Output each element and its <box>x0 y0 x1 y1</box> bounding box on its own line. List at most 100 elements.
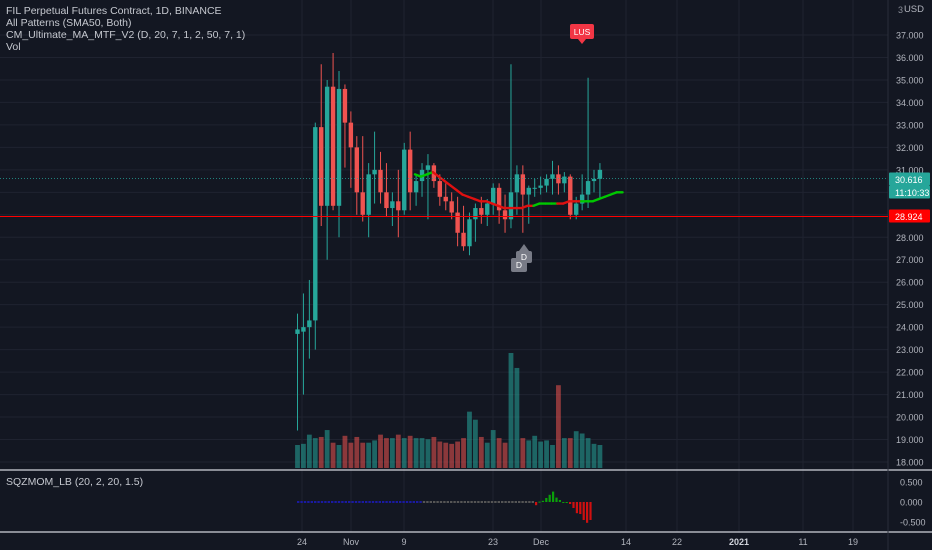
oscillator-tick-label: 0.000 <box>900 498 923 508</box>
price-tick-label: 18.000 <box>896 458 924 468</box>
candle-body <box>354 147 359 193</box>
oscillator-tick-label: 0.500 <box>900 478 923 488</box>
candle-body <box>538 185 543 188</box>
osc-zero-dot <box>317 501 320 503</box>
candle-body <box>502 210 508 220</box>
last-price-label-box <box>889 172 930 186</box>
candle-body <box>550 174 555 179</box>
osc-zero-dot <box>497 501 500 503</box>
volume-bar <box>372 440 377 468</box>
volume-bar <box>378 434 383 468</box>
osc-zero-dot <box>467 501 470 503</box>
osc-zero-dot <box>504 501 507 503</box>
price-tick-label: 37.000 <box>896 31 924 41</box>
osc-bar <box>589 502 592 520</box>
candle <box>360 136 365 222</box>
volume-bar <box>508 353 514 468</box>
candle-body <box>342 88 348 123</box>
candle-body <box>366 174 371 215</box>
indicator-volume[interactable]: Vol <box>6 41 21 53</box>
candle-body <box>407 149 413 193</box>
candle-body <box>319 127 324 206</box>
symbol-title[interactable]: FIL Perpetual Futures Contract, 1D, BINA… <box>6 5 222 17</box>
candle <box>437 174 443 206</box>
volume-bar <box>306 434 312 468</box>
candle <box>538 176 543 195</box>
osc-zero-dot <box>456 501 460 503</box>
candle <box>413 174 419 206</box>
volume-bar <box>295 445 300 468</box>
candle <box>449 192 454 220</box>
price-labels: 30.616 11:10:33 28.924 <box>0 172 930 223</box>
osc-zero-dot <box>297 501 300 503</box>
volume-bar <box>395 434 401 468</box>
volume-bar <box>419 438 425 468</box>
ma-segment <box>455 188 464 196</box>
volume-bar <box>544 440 549 468</box>
volume-bar <box>567 438 573 468</box>
candle <box>473 203 478 242</box>
osc-zero-dot <box>477 501 480 503</box>
price-tick-label: 24.000 <box>896 323 924 333</box>
volume-bar <box>401 438 407 468</box>
volume-bar <box>473 419 478 468</box>
price-tick-label: 25.000 <box>896 300 924 310</box>
candle-body <box>455 212 460 233</box>
line-price-label: 28.924 <box>895 212 923 222</box>
candle-body <box>295 329 300 334</box>
candle-body <box>562 176 567 184</box>
volume-bar <box>490 430 496 468</box>
time-tick-label: Nov <box>343 537 360 547</box>
osc-bar <box>535 502 538 506</box>
currency-label[interactable]: USD <box>903 4 924 15</box>
osc-zero-dot <box>490 501 494 503</box>
candle <box>348 111 354 188</box>
oscillator <box>297 491 592 523</box>
osc-bar <box>569 502 572 504</box>
osc-zero-dot <box>518 501 521 503</box>
candle <box>514 165 520 215</box>
volume-bar <box>526 440 532 468</box>
candle-body <box>301 327 306 332</box>
candle <box>461 205 466 251</box>
candle-body <box>348 122 354 148</box>
osc-zero-dot <box>487 501 490 503</box>
osc-zero-dot <box>368 501 371 503</box>
candle-body <box>384 192 389 209</box>
volume-bar <box>449 443 455 468</box>
indicator-all-patterns[interactable]: All Patterns (SMA50, Both) <box>6 17 132 29</box>
price-tick-label: 20.000 <box>896 413 924 423</box>
osc-zero-dot <box>473 501 477 503</box>
candle-body <box>449 201 454 213</box>
osc-zero-dot <box>511 501 514 503</box>
osc-zero-dot <box>514 501 517 503</box>
price-tick-label: 23.000 <box>896 345 924 355</box>
indicator-cm-ultimate-ma[interactable]: CM_Ultimate_MA_MTF_V2 (D, 20, 7, 1, 2, 5… <box>6 29 246 41</box>
volume-bar <box>413 438 419 468</box>
volume-bar <box>550 445 555 468</box>
oscillator-title[interactable]: SQZMOM_LB (20, 2, 20, 1.5) <box>6 476 144 488</box>
price-tick-label: 27.000 <box>896 255 924 265</box>
d-marker-upper-label: D <box>521 252 527 262</box>
osc-zero-dot <box>402 501 405 503</box>
price-tick-label: 22.000 <box>896 368 924 378</box>
osc-bar <box>586 502 589 523</box>
volume-bar <box>318 436 324 468</box>
line-price-label-box <box>889 209 930 223</box>
candle-body <box>413 181 419 193</box>
candle-body <box>574 203 579 215</box>
osc-zero-dot <box>528 501 531 503</box>
volume-bar <box>443 442 449 468</box>
pattern-markers: LUS DD <box>511 24 594 272</box>
candle-body <box>479 208 484 215</box>
candle <box>342 84 348 168</box>
candle-body <box>467 219 472 247</box>
osc-zero-dot <box>446 501 449 503</box>
candle-body <box>372 169 377 175</box>
volume-bar <box>336 445 342 468</box>
osc-zero-dot <box>378 501 381 503</box>
candle <box>307 279 312 359</box>
candle-body <box>437 181 443 197</box>
